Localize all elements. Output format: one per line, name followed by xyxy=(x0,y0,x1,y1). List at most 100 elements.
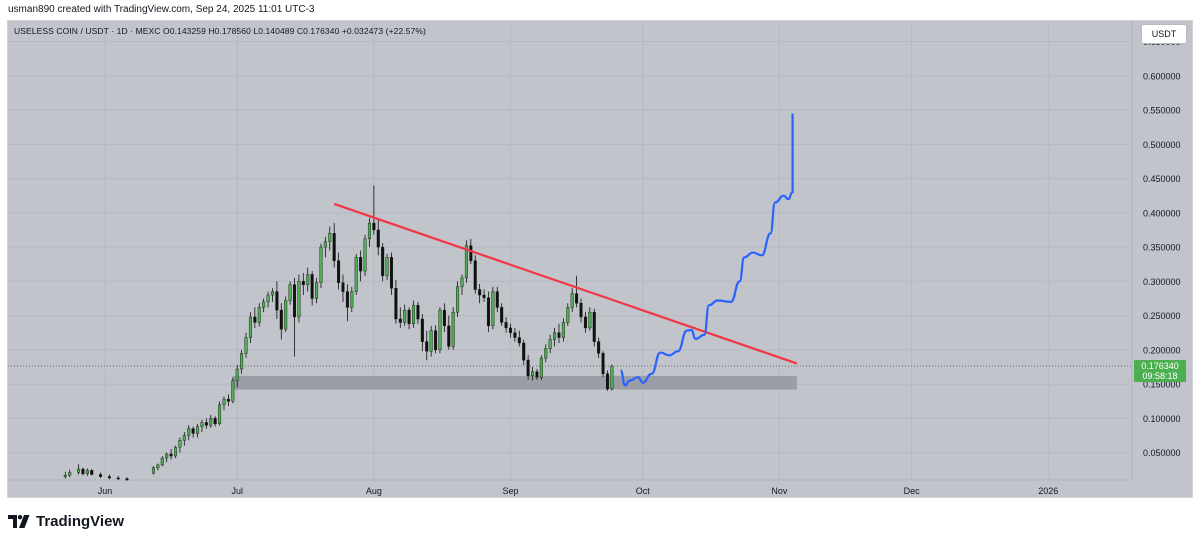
current-price-value: 0.176340 xyxy=(1141,361,1179,371)
candle-down xyxy=(169,453,173,457)
candle-down xyxy=(125,478,129,481)
descending-trendline xyxy=(333,202,798,365)
candle-up xyxy=(350,291,354,308)
candle-up xyxy=(160,457,164,466)
candle-down xyxy=(341,282,345,292)
footer-brand[interactable]: TradingView xyxy=(8,513,124,530)
y-tick-label: 0.600000 xyxy=(1143,71,1181,81)
candle-down xyxy=(99,474,103,477)
candle-up xyxy=(385,257,389,277)
candle-down xyxy=(513,332,517,338)
x-tick-label: 2026 xyxy=(1038,486,1058,496)
candle-up xyxy=(460,277,464,288)
x-tick-label: Jun xyxy=(98,486,113,496)
candle-down xyxy=(526,359,530,377)
candle-down xyxy=(517,337,521,344)
candle-up xyxy=(257,307,261,323)
candle-up xyxy=(288,284,292,301)
x-tick-label: Dec xyxy=(904,486,921,496)
candle-down xyxy=(253,316,257,323)
candle-down xyxy=(500,307,504,323)
candle-up xyxy=(231,380,235,402)
candle-up xyxy=(412,305,416,325)
support-zone xyxy=(232,375,798,390)
candle-down xyxy=(372,222,376,231)
candle-down xyxy=(107,476,111,479)
candle-up xyxy=(464,245,468,279)
candle-up xyxy=(240,353,244,370)
candle-up xyxy=(297,281,301,318)
candle-down xyxy=(116,477,120,480)
candle-down xyxy=(345,291,349,308)
candle-down xyxy=(495,291,499,308)
candle-down xyxy=(394,287,398,320)
candle-countdown: 09:58:18 xyxy=(1142,371,1177,381)
candle-up xyxy=(244,337,248,354)
candle-down xyxy=(398,318,402,323)
candle-up xyxy=(218,404,222,425)
y-tick-label: 0.550000 xyxy=(1143,106,1181,116)
candle-down xyxy=(310,274,314,299)
candle-up xyxy=(187,428,191,436)
candle-down xyxy=(592,311,596,342)
candle-down xyxy=(425,341,429,352)
candle-down xyxy=(579,303,583,318)
candle-up xyxy=(429,330,433,352)
attribution-text: usman890 created with TradingView.com, S… xyxy=(8,4,315,15)
candle-up xyxy=(68,472,72,476)
candle-up xyxy=(315,282,319,299)
y-tick-label: 0.450000 xyxy=(1143,174,1181,184)
candle-down xyxy=(337,260,341,283)
candle-down xyxy=(522,342,526,361)
candle-up xyxy=(235,368,239,381)
candle-up xyxy=(323,241,327,248)
candle-down xyxy=(535,371,539,378)
candle-down xyxy=(359,257,363,272)
candle-up xyxy=(209,418,213,426)
candle-down xyxy=(293,284,297,318)
candle-up xyxy=(173,446,177,457)
candle-down xyxy=(275,291,279,311)
candle-down xyxy=(420,318,424,342)
candle-up xyxy=(438,309,442,351)
candle-down xyxy=(81,468,85,475)
candle-up xyxy=(451,311,455,347)
candle-up xyxy=(588,311,592,329)
candle-up xyxy=(248,316,252,338)
candle-down xyxy=(583,316,587,329)
candle-up xyxy=(539,357,543,378)
candle-up xyxy=(178,440,182,448)
candle-up xyxy=(77,468,81,473)
x-tick-label: Oct xyxy=(636,486,651,496)
candle-up xyxy=(544,348,548,359)
candle-up xyxy=(561,322,565,338)
candle-up xyxy=(306,274,310,285)
candle-down xyxy=(605,373,609,390)
projection-path xyxy=(619,113,794,387)
candle-down xyxy=(434,330,438,351)
candle-down xyxy=(442,309,446,327)
candle-up xyxy=(156,464,160,468)
candle-up xyxy=(196,426,200,434)
candle-down xyxy=(204,422,208,426)
tradingview-logo-icon xyxy=(8,515,30,528)
candle-down xyxy=(478,289,482,296)
y-tick-label: 0.200000 xyxy=(1143,345,1181,355)
y-tick-label: 0.350000 xyxy=(1143,243,1181,253)
candle-down xyxy=(597,341,601,354)
candle-down xyxy=(389,257,393,289)
currency-button[interactable]: USDT xyxy=(1141,24,1187,44)
candle-up xyxy=(566,307,570,323)
candle-down xyxy=(301,281,305,285)
candle-up xyxy=(165,453,169,459)
candle-up xyxy=(270,291,274,296)
y-tick-label: 0.400000 xyxy=(1143,208,1181,218)
candle-down xyxy=(575,293,579,304)
x-tick-label: Aug xyxy=(366,486,382,496)
candle-down xyxy=(473,260,477,290)
candle-down xyxy=(279,309,283,330)
candle-down xyxy=(486,297,490,327)
candle-up xyxy=(354,257,358,292)
candle-up xyxy=(548,339,552,349)
